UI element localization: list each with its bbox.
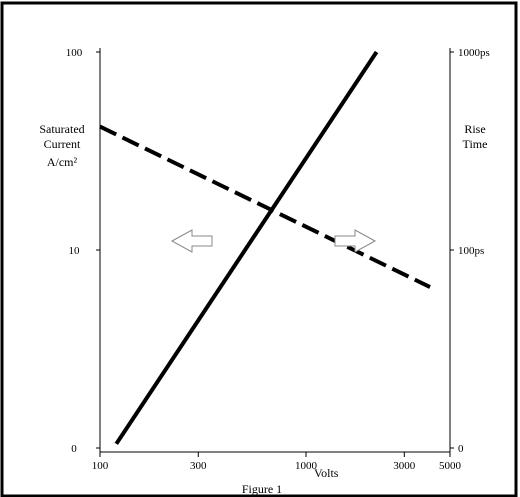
x-tick-label-100: 100 [92,460,109,472]
y-left-title-line2: Current [44,137,81,151]
x-tick-label-5000: 5000 [439,460,462,472]
figure-caption: Figure 1 [242,482,282,496]
y-right-tick-label-100ps: 100ps [458,245,484,257]
y-right-title-line2: Time [463,137,488,151]
rise-time-line-1 [99,124,431,289]
y-right-tick-label-1000ps: 1000ps [458,47,490,59]
y-left-title-line3: A/cm² [47,155,78,169]
right-arrow-icon [334,229,377,253]
saturated-current-line-0 [114,50,379,445]
y-left-tick-label-0: 0 [71,443,77,455]
left-arrow-icon [170,229,213,253]
y-left-tick-label-10: 10 [69,245,81,257]
x-tick-label-300: 300 [190,460,207,472]
y-right-tick-label-0: 0 [458,443,464,455]
x-tick-label-1000: 1000 [295,460,318,472]
x-tick-label-3000: 3000 [393,460,416,472]
y-left-tick-label-100: 100 [66,47,83,59]
y-right-title-line1: Rise [464,122,485,136]
y-left-title-line1: Saturated [39,122,84,136]
x-axis-title: Volts [314,466,339,480]
series-layer [99,50,431,445]
